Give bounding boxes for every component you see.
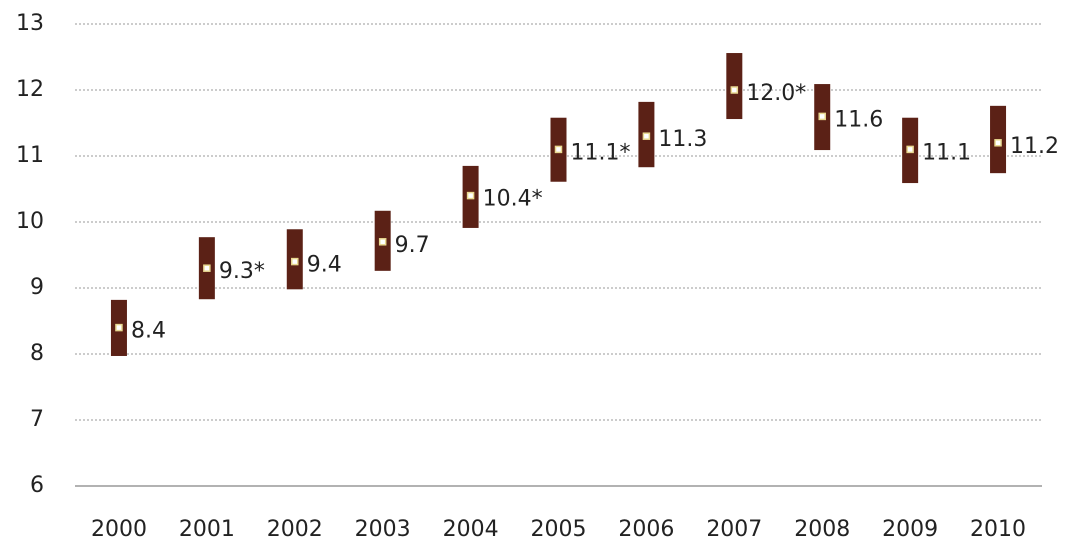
value-label: 11.1	[922, 140, 971, 165]
value-label: 11.3	[658, 127, 707, 152]
y-tick-label: 8	[30, 341, 44, 366]
value-label: 11.6	[834, 107, 883, 132]
y-tick-label: 10	[16, 209, 44, 234]
value-marker	[818, 112, 826, 121]
x-tick-label: 2005	[531, 517, 587, 542]
y-tick-label: 9	[30, 275, 44, 300]
value-label: 9.4	[307, 253, 342, 278]
x-tick-label: 2002	[267, 517, 323, 542]
value-marker	[291, 257, 299, 266]
value-label: 10.4*	[483, 187, 543, 212]
value-label: 11.1*	[571, 140, 631, 165]
x-tick-label: 2009	[882, 517, 938, 542]
interval-bar	[726, 53, 743, 120]
value-label: 9.3*	[219, 259, 265, 284]
value-marker	[994, 139, 1002, 147]
y-tick-label: 6	[30, 473, 44, 498]
value-marker	[730, 86, 739, 94]
x-tick-label: 2006	[618, 517, 674, 542]
y-tick-label: 13	[16, 11, 44, 36]
value-marker	[378, 238, 387, 246]
value-label: 9.7	[395, 233, 430, 258]
value-marker	[115, 323, 123, 332]
value-marker	[466, 191, 475, 200]
value-label: 12.0*	[746, 81, 806, 106]
x-tick-label: 2010	[970, 517, 1026, 542]
value-label: 11.2	[1010, 134, 1059, 159]
y-tick-label: 7	[30, 407, 44, 432]
value-marker	[203, 264, 211, 272]
value-marker	[642, 132, 651, 140]
x-tick-label: 2001	[179, 517, 235, 542]
y-tick-label: 11	[16, 143, 44, 168]
x-tick-label: 2003	[355, 517, 411, 542]
value-label: 8.4	[131, 319, 166, 344]
value-marker	[554, 145, 563, 154]
value-marker	[906, 145, 914, 154]
x-tick-label: 2007	[706, 517, 762, 542]
y-tick-label: 12	[16, 77, 44, 102]
x-tick-label: 2004	[443, 517, 499, 542]
x-tick-label: 2000	[91, 517, 147, 542]
x-tick-label: 2008	[794, 517, 850, 542]
